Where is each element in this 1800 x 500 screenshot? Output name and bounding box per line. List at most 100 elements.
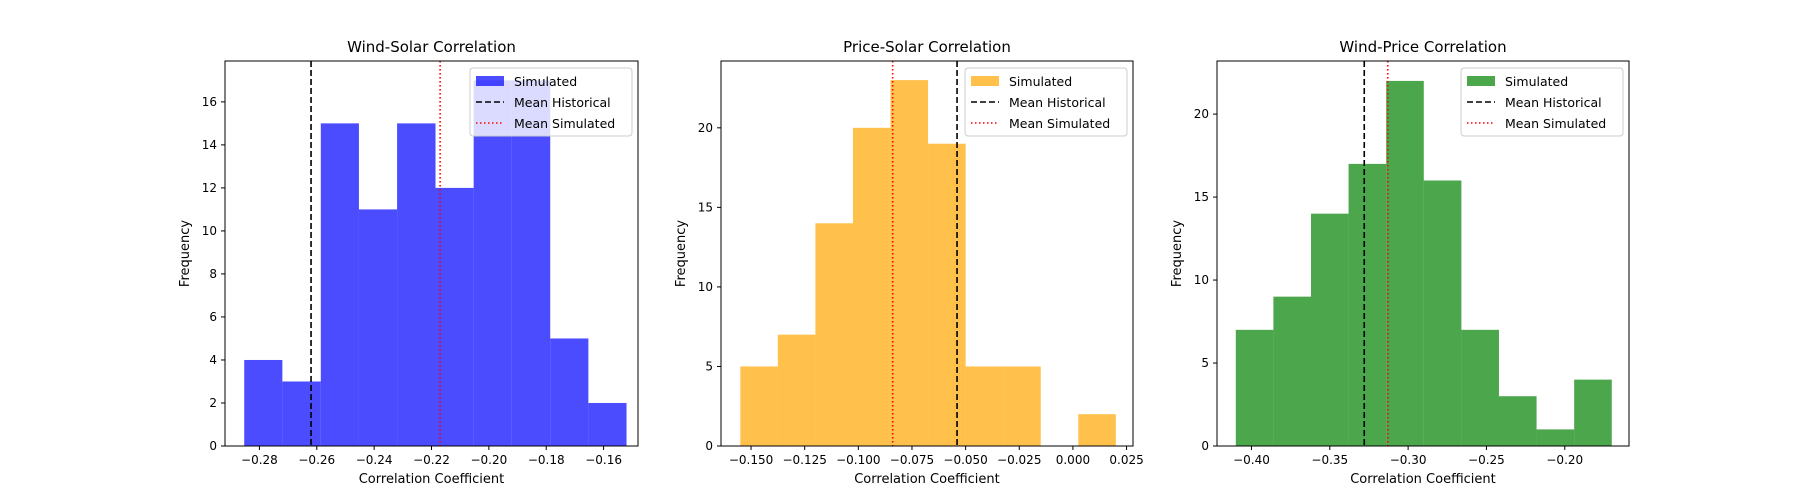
x-axis-label: Correlation Coefficient	[1350, 472, 1496, 487]
histogram-bar	[777, 334, 816, 446]
y-tick-label: 14	[202, 138, 217, 152]
legend-box	[1460, 67, 1624, 137]
histogram-bar	[1386, 80, 1424, 447]
x-tick-label: 0.000	[1056, 453, 1090, 467]
histogram-bar	[1235, 329, 1274, 446]
y-tick-label: 0	[705, 439, 713, 453]
histogram-bar	[550, 338, 589, 446]
y-axis-label: Frequency	[1170, 220, 1185, 287]
x-tick-label: 0.025	[1109, 453, 1143, 467]
y-tick-label: 4	[209, 353, 217, 367]
legend-label-mean-simulated: Mean Simulated	[1505, 116, 1606, 131]
histogram-bar	[1348, 163, 1387, 446]
histogram-bar	[1461, 329, 1499, 446]
legend-label-mean-historical: Mean Historical	[1009, 95, 1106, 110]
chart-title: Wind-Price Correlation	[1339, 38, 1506, 56]
x-tick-label: −0.150	[729, 453, 773, 467]
histogram-bar	[1536, 429, 1575, 446]
histogram-bar	[1310, 213, 1349, 446]
histogram-bar	[965, 366, 1004, 446]
histogram-bar	[397, 123, 436, 446]
x-axis-label: Correlation Coefficient	[359, 472, 505, 487]
legend: Simulated Mean Historical Mean Simulated	[469, 67, 633, 137]
y-axis-label: Frequency	[674, 220, 689, 287]
legend-label-simulated: Simulated	[1009, 74, 1072, 89]
legend-box	[964, 67, 1128, 137]
histogram-bar	[244, 359, 283, 446]
chart-title: Wind-Solar Correlation	[347, 38, 516, 56]
x-axis-label: Correlation Coefficient	[854, 472, 1000, 487]
legend: Simulated Mean Historical Mean Simulated	[964, 67, 1128, 137]
legend-swatch-simulated	[1467, 76, 1495, 86]
legend-label-mean-historical: Mean Historical	[514, 95, 611, 110]
y-tick-label: 20	[698, 121, 713, 135]
plot-frame	[1216, 60, 1630, 447]
legend-label-mean-historical: Mean Historical	[1505, 95, 1602, 110]
x-tick-label: −0.25	[1468, 453, 1505, 467]
histogram-bar	[1273, 296, 1311, 446]
histogram-bar	[1078, 414, 1116, 446]
legend-swatch-simulated	[971, 76, 999, 86]
x-tick-label: −0.35	[1311, 453, 1348, 467]
chart-panel-2: −0.150 −0.125 −0.100 −0.075 −0.050 −0.025 0.00…	[674, 38, 1144, 487]
legend-swatch-simulated	[476, 76, 504, 86]
y-tick-label: 16	[202, 95, 217, 109]
histogram-bar	[852, 127, 891, 447]
y-tick-label: 0	[209, 439, 217, 453]
histogram-bar	[1498, 396, 1537, 446]
x-tick-label: −0.22	[413, 453, 450, 467]
x-tick-label: −0.30	[1390, 453, 1427, 467]
chart-title: Price-Solar Correlation	[843, 38, 1011, 56]
histogram-bar	[1574, 379, 1612, 446]
y-tick-label: 2	[209, 396, 217, 410]
x-tick-label: −0.18	[528, 453, 565, 467]
legend-label-mean-simulated: Mean Simulated	[1009, 116, 1110, 131]
histogram-bar	[588, 402, 627, 446]
legend-box	[469, 67, 633, 137]
histogram-bar	[473, 80, 512, 446]
x-tick-label: −0.125	[782, 453, 826, 467]
x-tick-label: −0.40	[1233, 453, 1270, 467]
x-tick-label: −0.075	[890, 453, 934, 467]
chart-panel-3: −0.40 −0.35 −0.30 −0.25 −0.20 0 5 10 15 20 Wind-Pr…	[1170, 38, 1630, 487]
histogram-bar	[282, 381, 321, 446]
x-tick-label: −0.16	[585, 453, 622, 467]
histogram-bar	[890, 80, 929, 446]
plot-frame	[720, 60, 1134, 447]
legend: Simulated Mean Historical Mean Simulated	[1460, 67, 1624, 137]
histogram-bar	[320, 123, 359, 446]
x-tick-label: −0.025	[997, 453, 1041, 467]
histogram-bar	[1003, 366, 1041, 446]
histogram-bar	[928, 143, 966, 446]
legend-label-mean-simulated: Mean Simulated	[514, 116, 615, 131]
y-tick-label: 15	[1194, 190, 1209, 204]
y-tick-label: 20	[1194, 107, 1209, 121]
histogram-bar	[740, 366, 778, 446]
y-tick-label: 6	[209, 310, 217, 324]
legend-label-simulated: Simulated	[1505, 74, 1568, 89]
histogram-bar	[511, 80, 551, 446]
x-tick-label: −0.20	[1546, 453, 1583, 467]
histogram-bar	[435, 187, 474, 446]
histogram-bar	[815, 223, 853, 446]
y-axis-label: Frequency	[178, 220, 193, 287]
x-tick-label: −0.24	[356, 453, 393, 467]
y-tick-label: 10	[1194, 273, 1209, 287]
x-tick-label: −0.28	[241, 453, 278, 467]
y-tick-label: 5	[1201, 356, 1209, 370]
y-tick-label: 10	[698, 280, 713, 294]
y-tick-label: 5	[705, 359, 713, 373]
histogram-bar	[1423, 180, 1462, 446]
y-tick-label: 12	[202, 181, 217, 195]
y-tick-label: 0	[1201, 439, 1209, 453]
chart-panel-1: −0.28 −0.26 −0.24 −0.22 −0.20 −0.18 −0.16 0 2 4 6 8…	[178, 38, 639, 487]
legend-label-simulated: Simulated	[514, 74, 577, 89]
x-tick-label: −0.100	[836, 453, 880, 467]
y-tick-label: 8	[209, 267, 217, 281]
y-tick-label: 10	[202, 224, 217, 238]
y-tick-label: 15	[698, 200, 713, 214]
x-tick-label: −0.26	[298, 453, 335, 467]
histogram-bar	[358, 209, 398, 446]
x-tick-label: −0.050	[943, 453, 987, 467]
